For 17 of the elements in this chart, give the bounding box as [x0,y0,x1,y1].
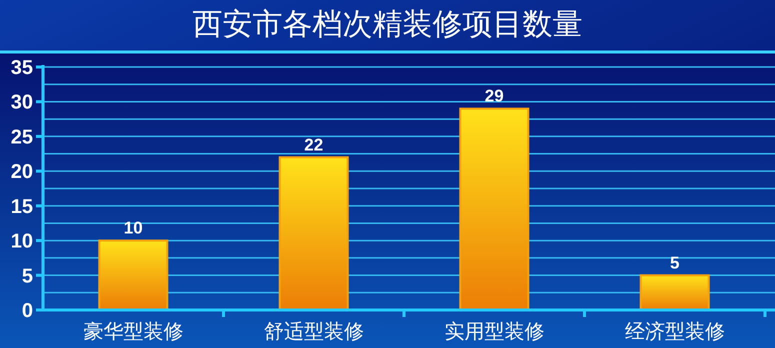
y-tick-label: 0 [22,300,33,322]
y-tick-label: 20 [10,161,33,184]
y-tick-label: 10 [10,230,33,253]
chart-title: 西安市各档次精装修项目数量 [192,7,582,42]
data-label: 5 [670,253,680,272]
y-tick-label: 35 [10,57,33,79]
y-tick-label: 25 [10,126,33,148]
y-tick-label: 15 [10,196,33,218]
y-tick-label: 5 [22,265,33,288]
data-label: 10 [124,218,143,238]
data-label: 29 [484,86,504,106]
data-label: 22 [304,135,324,154]
y-tick-label: 30 [10,92,33,114]
x-tick-label: 经济型装修 [624,319,725,343]
x-tick-label: 豪华型装修 [83,319,184,343]
x-tick-label: 实用型装修 [444,319,544,343]
x-tick-label: 舒适型装修 [264,319,364,343]
